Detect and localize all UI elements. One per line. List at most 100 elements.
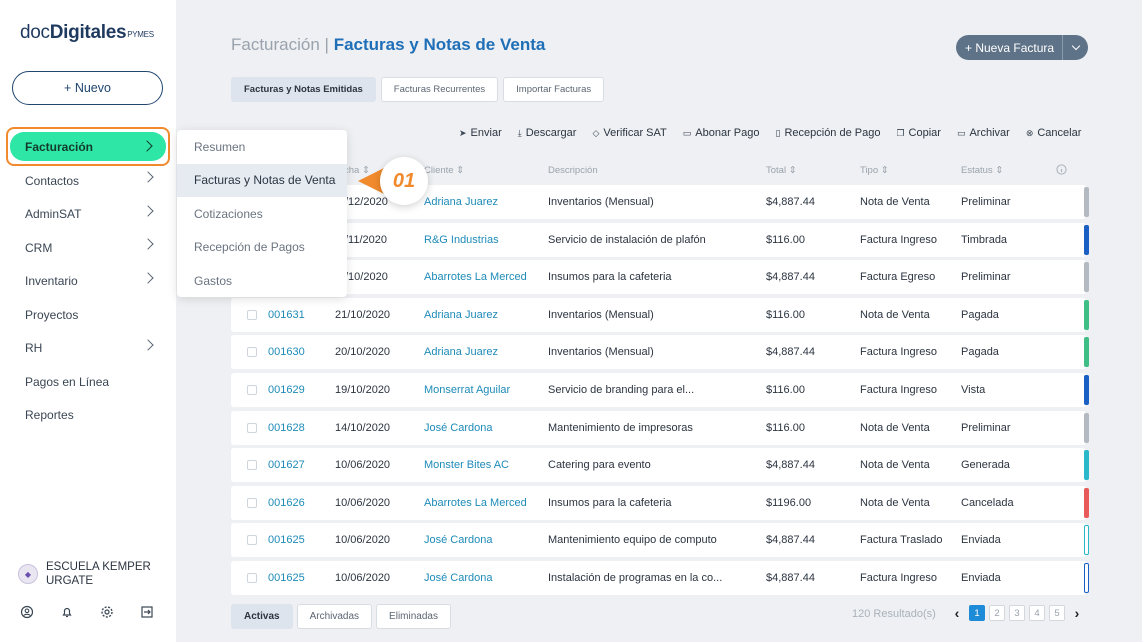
cell-cliente[interactable]: Abarrotes La Merced	[424, 271, 527, 284]
sidebar-item-adminsat[interactable]: AdminSAT	[0, 198, 176, 232]
table-row[interactable]: 001630 20/10/2020 Adriana Juarez Inventario…	[231, 335, 1089, 370]
sidebar-item-reportes[interactable]: Reportes	[0, 399, 176, 433]
cell-fecha: /11/2020	[345, 233, 388, 246]
tab-bar: Facturas y Notas Emitidas Facturas Recurr…	[231, 77, 605, 102]
user-icon[interactable]	[20, 605, 34, 619]
row-checkbox[interactable]	[247, 422, 257, 433]
sidebar-item-crm[interactable]: CRM	[0, 231, 176, 265]
page-2-button[interactable]: 2	[989, 605, 1005, 621]
cell-cliente[interactable]: R&G Industrias	[424, 233, 499, 246]
cell-folio[interactable]: 001625	[268, 534, 305, 547]
cell-cliente[interactable]: Monster Bites AC	[424, 459, 509, 472]
tab-eliminadas[interactable]: Eliminadas	[376, 604, 451, 629]
table-row[interactable]: 001627 10/06/2020 Monster Bites AC Catering…	[231, 448, 1089, 483]
user-profile[interactable]: ◆ ESCUELA KEMPER URGATE	[18, 560, 156, 588]
row-checkbox[interactable]	[247, 347, 257, 358]
table-row[interactable]: 001626 10/06/2020 Abarrotes La Merced Insum…	[231, 485, 1089, 520]
row-checkbox[interactable]	[247, 573, 257, 583]
chevron-right-icon[interactable]: ›	[1074, 605, 1080, 621]
cell-folio[interactable]: 001629	[268, 384, 305, 396]
sidebar-item-rh[interactable]: RH	[0, 332, 176, 366]
row-checkbox[interactable]	[247, 497, 257, 508]
sidebar-item-inventario[interactable]: Inventario	[0, 265, 176, 299]
submenu-item-cotizaciones[interactable]: Cotizaciones	[194, 206, 263, 221]
cell-cliente[interactable]: Adriana Juarez	[424, 196, 498, 208]
submenu-item-facturas-y-notas-de-venta[interactable]: Facturas y Notas de Venta	[177, 163, 347, 197]
sidebar-item-facturacion[interactable]	[10, 132, 166, 161]
cell-total: $4,887.44	[766, 459, 815, 472]
cancelar-button[interactable]: ⊗ Cancelar	[1026, 127, 1082, 139]
cell-cliente[interactable]: Abarrotes La Merced	[424, 496, 527, 509]
chevron-right-icon	[142, 238, 154, 250]
sidebar-item-contactos[interactable]: Contactos	[0, 164, 176, 198]
cell-cliente[interactable]: Adriana Juarez	[424, 346, 498, 359]
tab-archivadas[interactable]: Archivadas	[296, 604, 373, 629]
cell-cliente[interactable]: Monserrat Aguilar	[424, 384, 511, 396]
tab-facturas-recurrentes[interactable]: Facturas Recurrentes	[380, 77, 499, 102]
table-row[interactable]: /10/2020 Abarrotes La Merced Insumos para …	[231, 260, 1089, 295]
cell-cliente[interactable]: José Cardona	[424, 534, 493, 547]
cell-tipo: Factura Ingreso	[860, 346, 938, 359]
table-row[interactable]: 001625 10/06/2020 José Cardona Mantenimient…	[231, 523, 1089, 558]
row-checkbox[interactable]	[247, 535, 257, 546]
logo-text-doc: doc	[20, 22, 50, 43]
sidebar-item-pagos-en-linea[interactable]: Pagos en Línea	[0, 365, 176, 399]
submenu-item-resumen[interactable]: Resumen	[194, 139, 246, 154]
breadcrumb-parent[interactable]: Facturación |	[231, 35, 329, 54]
chevron-left-icon[interactable]: ‹	[954, 605, 960, 621]
sidebar-item-label: Reportes	[25, 408, 74, 423]
table-row[interactable]: /11/2020 R&G Industrias Servicio de instal…	[231, 222, 1089, 257]
cell-cliente[interactable]: José Cardona	[424, 421, 493, 434]
new-invoice-button[interactable]: + Nueva Factura	[956, 35, 1088, 60]
page-5-button[interactable]: 5	[1049, 605, 1065, 621]
row-checkbox[interactable]	[247, 309, 257, 320]
row-checkbox[interactable]	[247, 460, 257, 471]
cell-folio[interactable]: 001631	[268, 308, 305, 321]
brand-logo[interactable]: docDigitalesPYMES	[20, 22, 154, 44]
page-1-button[interactable]: 1	[969, 605, 985, 621]
cell-cliente[interactable]: José Cardona	[424, 572, 493, 584]
copiar-button[interactable]: ❐ Copiar	[896, 127, 940, 139]
submenu-item-recepcion-de-pagos[interactable]: Recepción de Pagos	[194, 240, 305, 255]
gear-icon[interactable]	[100, 605, 114, 619]
tab-facturas-y-notas-emitidas[interactable]: Facturas y Notas Emitidas	[231, 77, 376, 102]
descargar-button[interactable]: ⤓ Descargar	[518, 127, 577, 139]
col-fecha[interactable]: cha ⇕	[344, 165, 370, 176]
col-total[interactable]: Total ⇕	[766, 165, 797, 176]
cell-folio[interactable]: 001628	[268, 421, 305, 434]
col-estatus[interactable]: Estatus ⇕	[961, 165, 1004, 176]
table-row[interactable]: 001628 14/10/2020 José Cardona Mantenimient…	[231, 410, 1089, 445]
cell-tipo: Factura Ingreso	[860, 572, 938, 584]
archivar-button[interactable]: ▭ Archivar	[957, 127, 1010, 139]
table-row[interactable]: 001625 10/06/2020 José Cardona Instalación …	[231, 561, 1089, 595]
table-row[interactable]: 001629 19/10/2020 Monserrat Aguilar Servici…	[231, 373, 1089, 407]
submenu-item-gastos[interactable]: Gastos	[194, 273, 233, 288]
enviar-button[interactable]: ➤ Enviar	[459, 127, 502, 139]
row-checkbox[interactable]	[247, 385, 257, 395]
logout-icon[interactable]	[140, 605, 154, 619]
new-button[interactable]: + Nuevo	[12, 71, 163, 105]
sidebar-item-proyectos[interactable]: Proyectos	[0, 298, 176, 332]
col-cliente[interactable]: Cliente ⇕	[424, 165, 465, 176]
tab-activas[interactable]: Activas	[231, 604, 293, 629]
chevron-down-icon[interactable]	[1063, 41, 1088, 51]
cell-cliente[interactable]: Adriana Juarez	[424, 308, 498, 321]
cell-descripcion: Inventarios (Mensual)	[548, 308, 654, 321]
abonar-pago-button[interactable]: ▭ Abonar Pago	[683, 127, 760, 139]
page-3-button[interactable]: 3	[1009, 605, 1025, 621]
bell-icon[interactable]	[60, 605, 74, 619]
cell-folio[interactable]: 001630	[268, 346, 305, 359]
recepcion-de-pago-button[interactable]: ▯ Recepción de Pago	[776, 127, 881, 139]
table-row[interactable]: /12/2020 Adriana Juarez Inventarios (Mensu…	[231, 185, 1089, 219]
col-tipo[interactable]: Tipo ⇕	[860, 165, 889, 176]
send-icon: ➤	[459, 127, 467, 138]
verificar-sat-button[interactable]: ◇ Verificar SAT	[592, 127, 666, 139]
cell-folio[interactable]: 001627	[268, 459, 305, 472]
page-4-button[interactable]: 4	[1029, 605, 1045, 621]
new-invoice-label: + Nueva Factura	[965, 40, 1055, 55]
cell-folio[interactable]: 001626	[268, 496, 305, 509]
table-row[interactable]: 001631 21/10/2020 Adriana Juarez Inventario…	[231, 297, 1089, 332]
cell-folio[interactable]: 001625	[268, 572, 305, 584]
tab-importar-facturas[interactable]: Importar Facturas	[503, 77, 605, 102]
info-icon[interactable]	[1056, 164, 1067, 178]
